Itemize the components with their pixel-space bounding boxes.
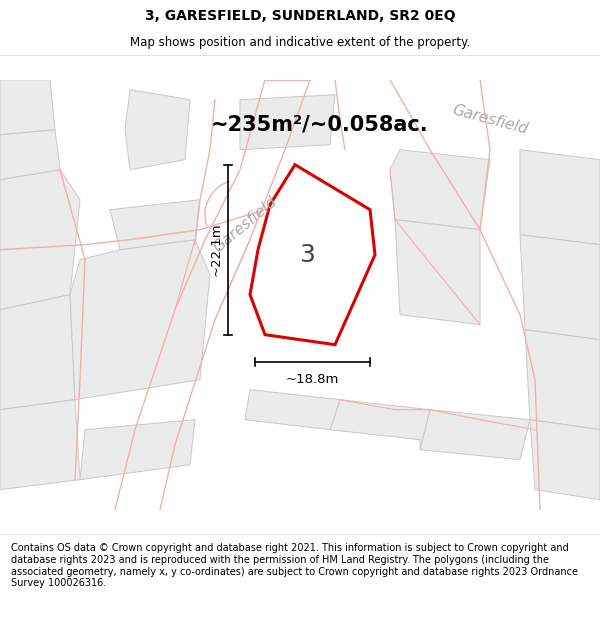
Text: 3: 3 xyxy=(299,242,315,267)
Polygon shape xyxy=(0,79,55,134)
Polygon shape xyxy=(250,164,375,345)
Text: Garesfield: Garesfield xyxy=(451,102,529,137)
Polygon shape xyxy=(245,390,340,430)
Text: ~18.8m: ~18.8m xyxy=(286,373,339,386)
Text: 3, GARESFIELD, SUNDERLAND, SR2 0EQ: 3, GARESFIELD, SUNDERLAND, SR2 0EQ xyxy=(145,9,455,24)
Text: ~22.1m: ~22.1m xyxy=(209,223,223,276)
Polygon shape xyxy=(530,420,600,500)
Polygon shape xyxy=(0,400,80,490)
Polygon shape xyxy=(330,400,430,450)
Polygon shape xyxy=(390,149,490,229)
Text: Garesfield: Garesfield xyxy=(211,194,280,256)
Text: Map shows position and indicative extent of the property.: Map shows position and indicative extent… xyxy=(130,36,470,49)
Polygon shape xyxy=(80,420,195,480)
Polygon shape xyxy=(520,234,600,340)
Polygon shape xyxy=(240,94,335,149)
Polygon shape xyxy=(0,294,75,410)
Text: ~235m²/~0.058ac.: ~235m²/~0.058ac. xyxy=(211,115,429,134)
Polygon shape xyxy=(70,239,210,400)
Polygon shape xyxy=(0,169,80,309)
Polygon shape xyxy=(395,219,480,325)
Polygon shape xyxy=(125,89,190,169)
Polygon shape xyxy=(420,410,530,460)
Polygon shape xyxy=(0,129,60,180)
Polygon shape xyxy=(520,149,600,244)
Polygon shape xyxy=(110,200,200,249)
Text: Contains OS data © Crown copyright and database right 2021. This information is : Contains OS data © Crown copyright and d… xyxy=(11,543,578,588)
Polygon shape xyxy=(525,330,600,430)
